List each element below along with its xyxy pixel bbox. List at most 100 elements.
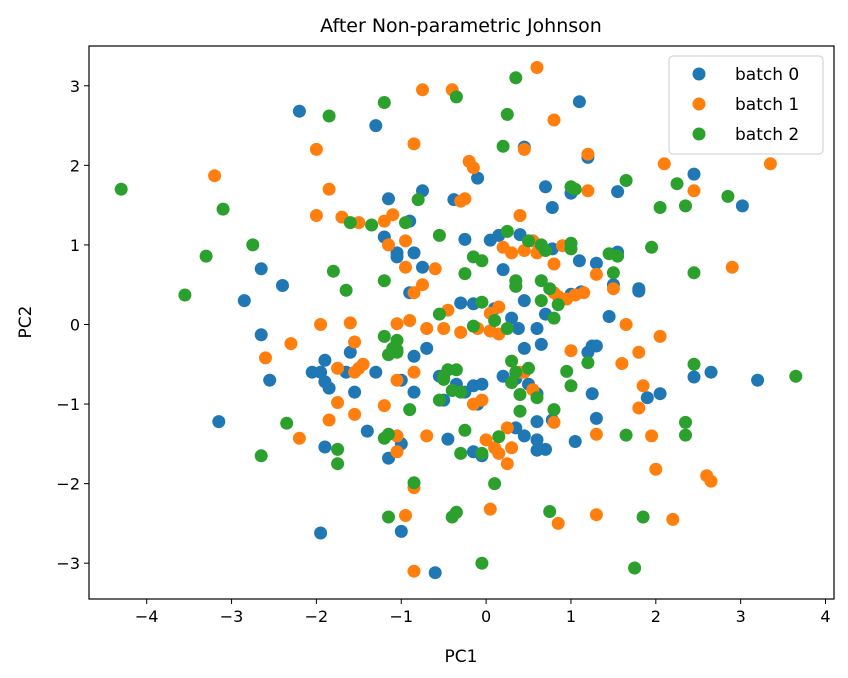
data-point — [263, 373, 277, 387]
data-point — [318, 353, 332, 367]
data-point — [441, 363, 455, 377]
data-point — [653, 329, 667, 343]
y-tick-label: 3 — [70, 77, 80, 96]
data-point — [543, 505, 557, 518]
data-point — [687, 370, 701, 384]
data-point — [679, 415, 692, 429]
data-point — [212, 415, 226, 429]
data-point — [500, 457, 514, 471]
data-point — [539, 442, 552, 456]
data-point — [403, 314, 417, 327]
data-point — [348, 385, 362, 399]
data-point — [199, 249, 213, 263]
data-point — [407, 349, 421, 363]
data-point — [611, 185, 625, 199]
data-point — [407, 365, 421, 379]
data-point — [322, 413, 336, 427]
data-point — [505, 376, 519, 390]
data-point — [360, 424, 374, 438]
data-point — [632, 345, 646, 359]
data-point — [653, 201, 667, 214]
y-tick-label: 2 — [70, 156, 80, 175]
data-point — [509, 365, 523, 379]
data-point — [735, 199, 749, 213]
data-point — [420, 322, 434, 335]
data-point — [619, 174, 633, 187]
data-point — [645, 240, 659, 254]
data-point — [390, 317, 404, 331]
data-point — [564, 379, 578, 393]
data-point — [348, 335, 362, 349]
legend-label: batch 0 — [735, 65, 799, 85]
data-point — [314, 318, 328, 331]
data-point — [670, 177, 684, 191]
data-point — [645, 429, 659, 443]
data-point — [420, 429, 434, 443]
data-point — [343, 316, 357, 330]
data-point — [547, 257, 561, 271]
plot-frame — [88, 45, 835, 600]
data-point — [505, 441, 519, 455]
data-point — [589, 427, 603, 441]
data-point — [560, 364, 574, 378]
x-tick-label: 1 — [566, 607, 576, 626]
data-point — [254, 449, 268, 463]
data-point — [679, 199, 692, 213]
data-point — [619, 428, 633, 442]
data-point — [530, 415, 544, 429]
data-point — [441, 432, 455, 446]
data-point — [511, 322, 525, 335]
data-point — [458, 192, 472, 206]
data-point — [632, 401, 646, 415]
data-point — [458, 267, 472, 281]
data-point — [407, 286, 421, 300]
data-point — [509, 71, 523, 85]
x-axis-ticks: −4 −3 −2 −1 0 1 2 3 4 — [135, 599, 831, 626]
data-point — [492, 300, 506, 314]
data-point — [432, 393, 446, 407]
data-point — [568, 182, 582, 196]
data-point — [615, 357, 629, 370]
data-point — [399, 260, 412, 274]
data-point — [475, 446, 489, 460]
y-axis-label: PC2 — [16, 306, 36, 339]
data-point — [399, 216, 412, 230]
x-tick-label: 0 — [481, 607, 491, 626]
y-tick-label: −2 — [56, 475, 80, 494]
data-point — [437, 322, 451, 335]
data-point — [309, 142, 323, 156]
data-point — [581, 345, 595, 359]
data-point — [322, 109, 336, 123]
data-point — [292, 431, 306, 445]
data-point — [394, 524, 408, 538]
data-point — [483, 502, 497, 516]
data-point — [326, 264, 340, 278]
data-point — [454, 296, 468, 310]
data-point — [513, 209, 527, 222]
data-point — [581, 356, 595, 370]
data-point — [789, 369, 803, 383]
data-point — [382, 510, 395, 524]
data-point — [666, 512, 680, 526]
data-point — [407, 137, 421, 151]
data-point — [606, 266, 620, 280]
data-point — [377, 399, 391, 413]
data-point — [382, 238, 395, 252]
legend-frame — [668, 55, 824, 155]
data-point — [505, 354, 519, 368]
data-point — [458, 423, 472, 437]
data-point — [547, 415, 561, 429]
y-axis-ticks: −3 −2 −1 0 1 2 3 — [56, 77, 89, 573]
data-point — [407, 476, 421, 490]
x-tick-label: −1 — [389, 607, 413, 626]
data-point — [585, 387, 599, 401]
data-point — [420, 341, 434, 355]
data-point — [331, 457, 345, 471]
data-point — [416, 83, 429, 97]
data-point — [479, 433, 493, 447]
data-point — [517, 294, 531, 308]
data-point — [314, 526, 328, 540]
data-point — [517, 429, 531, 443]
data-point — [687, 167, 701, 181]
data-point — [416, 278, 429, 292]
